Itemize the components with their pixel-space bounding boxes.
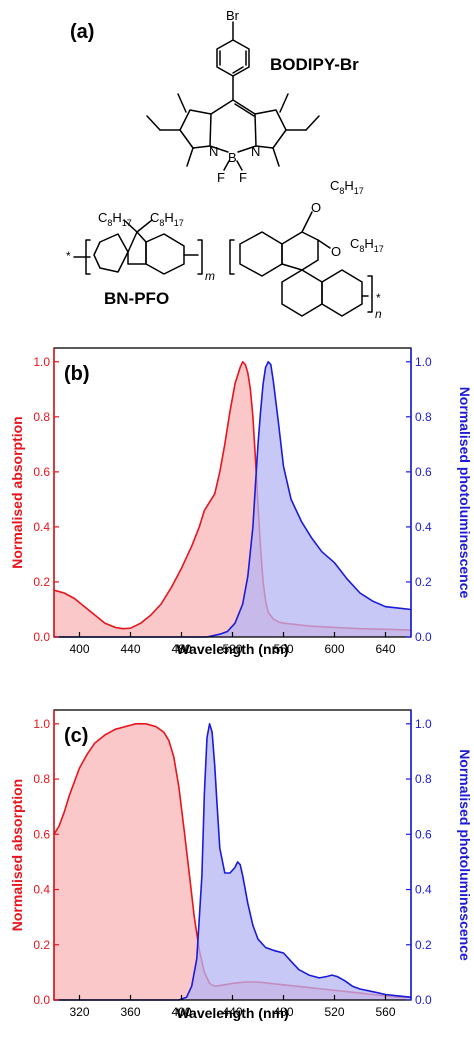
panel-b-label: (b) <box>64 363 90 385</box>
y-left-tick-label: 0.6 <box>33 465 50 479</box>
y-left-tick-label: 0.8 <box>33 410 50 424</box>
y-right-axis-label: Normalised photoluminescence <box>457 387 473 599</box>
x-tick-label: 640 <box>375 642 395 656</box>
atom-o-2: O <box>331 244 341 259</box>
polymer-end-left: * <box>66 249 71 263</box>
y-left-tick-label: 0.8 <box>33 772 50 786</box>
y-left-tick-label: 0.0 <box>33 630 50 644</box>
x-axis-label: Wavelength (nm) <box>176 1005 288 1021</box>
y-left-tick-label: 1.0 <box>33 717 50 731</box>
y-right-tick-label: 0.8 <box>415 772 432 786</box>
y-right-tick-label: 0.4 <box>415 883 432 897</box>
polymer-end-right: * <box>376 291 381 305</box>
bodipy-br-structure <box>147 22 319 170</box>
bodipy-br-name: BODIPY-Br <box>270 55 359 74</box>
y-left-tick-label: 0.2 <box>33 938 50 952</box>
x-tick-label: 520 <box>324 1005 344 1019</box>
atom-b: B <box>228 150 237 165</box>
alkyl-c8h17-1: C8H17 <box>98 210 132 228</box>
atom-o-1: O <box>311 200 321 215</box>
y-left-tick-label: 1.0 <box>33 355 50 369</box>
atom-n-right: N <box>251 144 260 159</box>
y-left-tick-label: 0.4 <box>33 520 50 534</box>
y-right-tick-label: 0.2 <box>415 575 432 589</box>
y-right-tick-label: 0.8 <box>415 410 432 424</box>
alkoxy-c8h17-1: C8H17 <box>330 178 364 196</box>
x-axis-label: Wavelength (nm) <box>176 641 288 657</box>
atom-f-right: F <box>239 170 247 185</box>
panel-c-label: (c) <box>64 725 88 747</box>
repeat-n: n <box>375 307 382 321</box>
x-tick-label: 560 <box>375 1005 395 1019</box>
bn-pfo-name: BN-PFO <box>104 289 169 308</box>
y-right-tick-label: 0.4 <box>415 520 432 534</box>
y-right-tick-label: 1.0 <box>415 717 432 731</box>
x-tick-label: 360 <box>120 1005 140 1019</box>
panel-a-label: (a) <box>70 21 94 43</box>
y-right-tick-label: 0.0 <box>415 993 432 1007</box>
x-tick-label: 440 <box>120 642 140 656</box>
y-right-tick-label: 1.0 <box>415 355 432 369</box>
atom-f-left: F <box>217 170 225 185</box>
atom-n-left: N <box>209 144 218 159</box>
y-left-axis-label: Normalised absorption <box>9 779 25 931</box>
y-right-tick-label: 0.6 <box>415 465 432 479</box>
y-left-tick-label: 0.2 <box>33 575 50 589</box>
y-right-tick-label: 0.2 <box>415 938 432 952</box>
alkoxy-c8h17-2: C8H17 <box>350 236 384 254</box>
y-left-axis-label: Normalised absorption <box>9 416 25 568</box>
alkyl-c8h17-2: C8H17 <box>150 210 184 228</box>
y-right-tick-label: 0.0 <box>415 630 432 644</box>
atom-br: Br <box>226 8 240 23</box>
y-left-tick-label: 0.0 <box>33 993 50 1007</box>
x-tick-label: 320 <box>69 1005 89 1019</box>
y-right-axis-label: Normalised photoluminescence <box>457 749 473 961</box>
y-left-tick-label: 0.6 <box>33 827 50 841</box>
x-tick-label: 400 <box>69 642 89 656</box>
y-left-tick-label: 0.4 <box>33 883 50 897</box>
y-right-tick-label: 0.6 <box>415 827 432 841</box>
repeat-m: m <box>205 269 215 283</box>
x-tick-label: 600 <box>324 642 344 656</box>
